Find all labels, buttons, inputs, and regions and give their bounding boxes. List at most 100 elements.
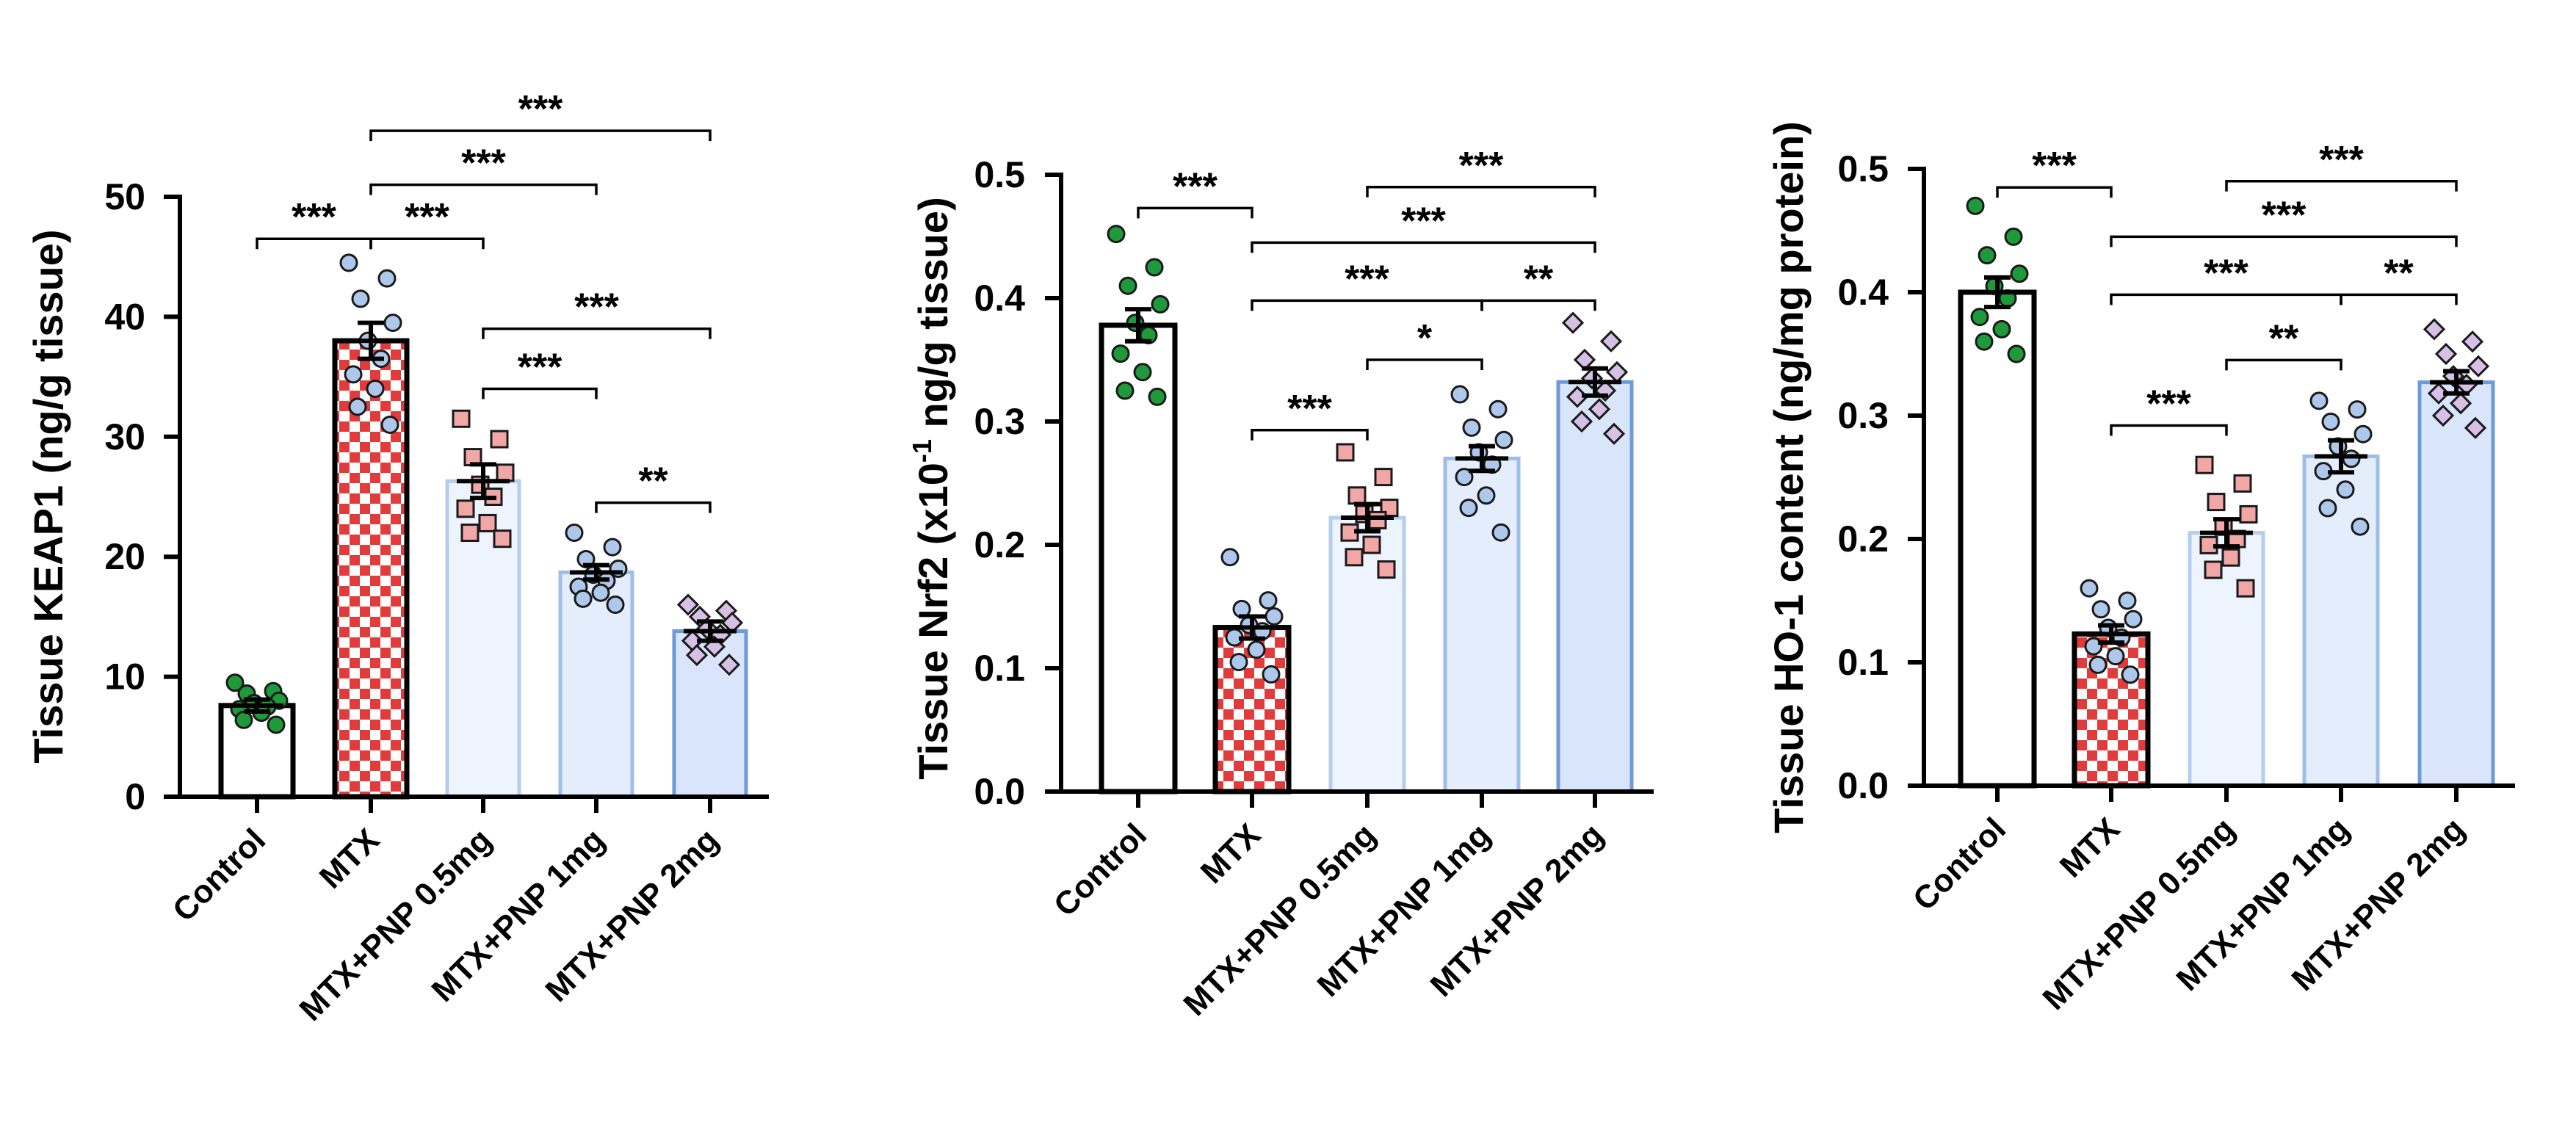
data-point — [591, 583, 610, 602]
data-point — [2124, 609, 2143, 629]
data-point — [2004, 227, 2023, 246]
data-point — [1494, 430, 1513, 449]
data-point — [2091, 600, 2110, 619]
significance-label: *** — [1287, 388, 1332, 430]
data-point — [493, 529, 512, 549]
significance-bracket — [369, 237, 485, 250]
data-point — [2464, 416, 2487, 439]
y-tick-label: 0.3 — [974, 401, 1025, 442]
y-tick-label: 0.2 — [974, 524, 1025, 565]
data-point — [1455, 468, 1474, 487]
bar — [1328, 515, 1406, 794]
data-point — [1970, 308, 1989, 327]
significance-bracket — [2110, 293, 2342, 305]
data-point — [1477, 486, 1496, 505]
significance-label: ** — [638, 460, 668, 503]
data-point — [1450, 385, 1469, 404]
bar — [332, 338, 410, 800]
data-point — [1488, 399, 1508, 419]
y-tick-label: 20 — [104, 536, 145, 577]
data-point — [1126, 314, 1145, 333]
y-tick-label: 0.0 — [1837, 765, 1889, 806]
data-point — [383, 314, 402, 333]
data-point — [344, 365, 363, 384]
bar — [1958, 289, 2037, 789]
data-point — [366, 379, 385, 398]
data-point — [676, 593, 700, 616]
bar — [1556, 380, 1634, 794]
y-axis-title: Tissue Nrf2 (x10-1 ng/g tissue) — [907, 197, 956, 779]
x-category-label: Control — [1047, 817, 1154, 923]
data-point — [1605, 361, 1629, 383]
significance-label: *** — [2262, 194, 2307, 236]
data-point — [2336, 480, 2355, 499]
y-tick-label: 0.1 — [974, 648, 1025, 689]
significance-bracket — [1251, 299, 1483, 311]
data-point — [1118, 276, 1137, 295]
data-point — [1336, 443, 1355, 462]
y-tick-label: 10 — [104, 656, 145, 698]
significance-bracket — [1366, 186, 1596, 198]
y-tick-label: 0.4 — [1837, 272, 1889, 313]
data-point — [1362, 535, 1381, 554]
data-point — [1107, 225, 1126, 244]
significance-bracket — [2110, 235, 2458, 247]
data-point — [574, 589, 593, 608]
y-tick-label: 0.2 — [1837, 518, 1889, 560]
significance-label: *** — [1459, 145, 1504, 187]
significance-bracket — [256, 237, 372, 250]
significance-bracket — [1480, 299, 1596, 311]
data-point — [2348, 400, 2367, 419]
significance-label: *** — [461, 142, 506, 185]
significance-bracket — [595, 501, 712, 513]
y-tick-label: 0 — [125, 776, 145, 817]
data-point — [351, 289, 370, 308]
significance-label: *** — [2032, 145, 2077, 187]
significance-label: *** — [1173, 165, 1218, 208]
data-point — [1247, 640, 1266, 659]
data-point — [1459, 499, 1478, 518]
data-point — [2118, 591, 2137, 610]
y-axis-title: Tissue KEAP1 (ng/g tissue) — [25, 229, 71, 763]
significance-bracket — [2340, 293, 2458, 305]
data-point — [1377, 560, 1396, 579]
significance-label: *** — [518, 346, 562, 388]
significance-label: *** — [518, 88, 563, 131]
significance-label: *** — [405, 196, 449, 239]
data-point — [1145, 258, 1164, 277]
data-point — [2342, 449, 2361, 468]
significance-label: *** — [292, 196, 336, 239]
data-point — [1133, 363, 1152, 382]
data-point — [2309, 391, 2329, 410]
y-tick-label: 50 — [104, 176, 145, 217]
data-point — [2195, 455, 2214, 474]
significance-label: *** — [2146, 383, 2191, 425]
data-point — [717, 654, 741, 676]
data-point — [685, 644, 709, 667]
x-category-label: MTX+PNP 0.5mg — [293, 822, 499, 1027]
data-point — [2461, 330, 2484, 353]
y-tick-label: 0.5 — [1837, 148, 1889, 189]
data-point — [2121, 665, 2140, 684]
significance-bracket — [2225, 358, 2342, 371]
significance-bracket — [1251, 429, 1369, 441]
data-point — [478, 513, 497, 532]
significance-bracket — [482, 327, 712, 339]
data-point — [1491, 523, 1510, 542]
significance-bracket — [482, 387, 598, 399]
significance-bracket — [2225, 180, 2458, 192]
significance-bracket — [369, 183, 598, 195]
data-point — [1262, 665, 1281, 684]
significance-label: *** — [1401, 200, 1446, 242]
x-category-label: MTX — [2053, 811, 2127, 884]
data-point — [380, 415, 399, 434]
data-point — [1975, 332, 1994, 351]
data-point — [2351, 517, 2370, 536]
data-point — [452, 409, 471, 428]
y-tick-label: 0.4 — [974, 278, 1025, 319]
significance-label: *** — [2319, 139, 2364, 181]
data-point — [1602, 422, 1626, 445]
